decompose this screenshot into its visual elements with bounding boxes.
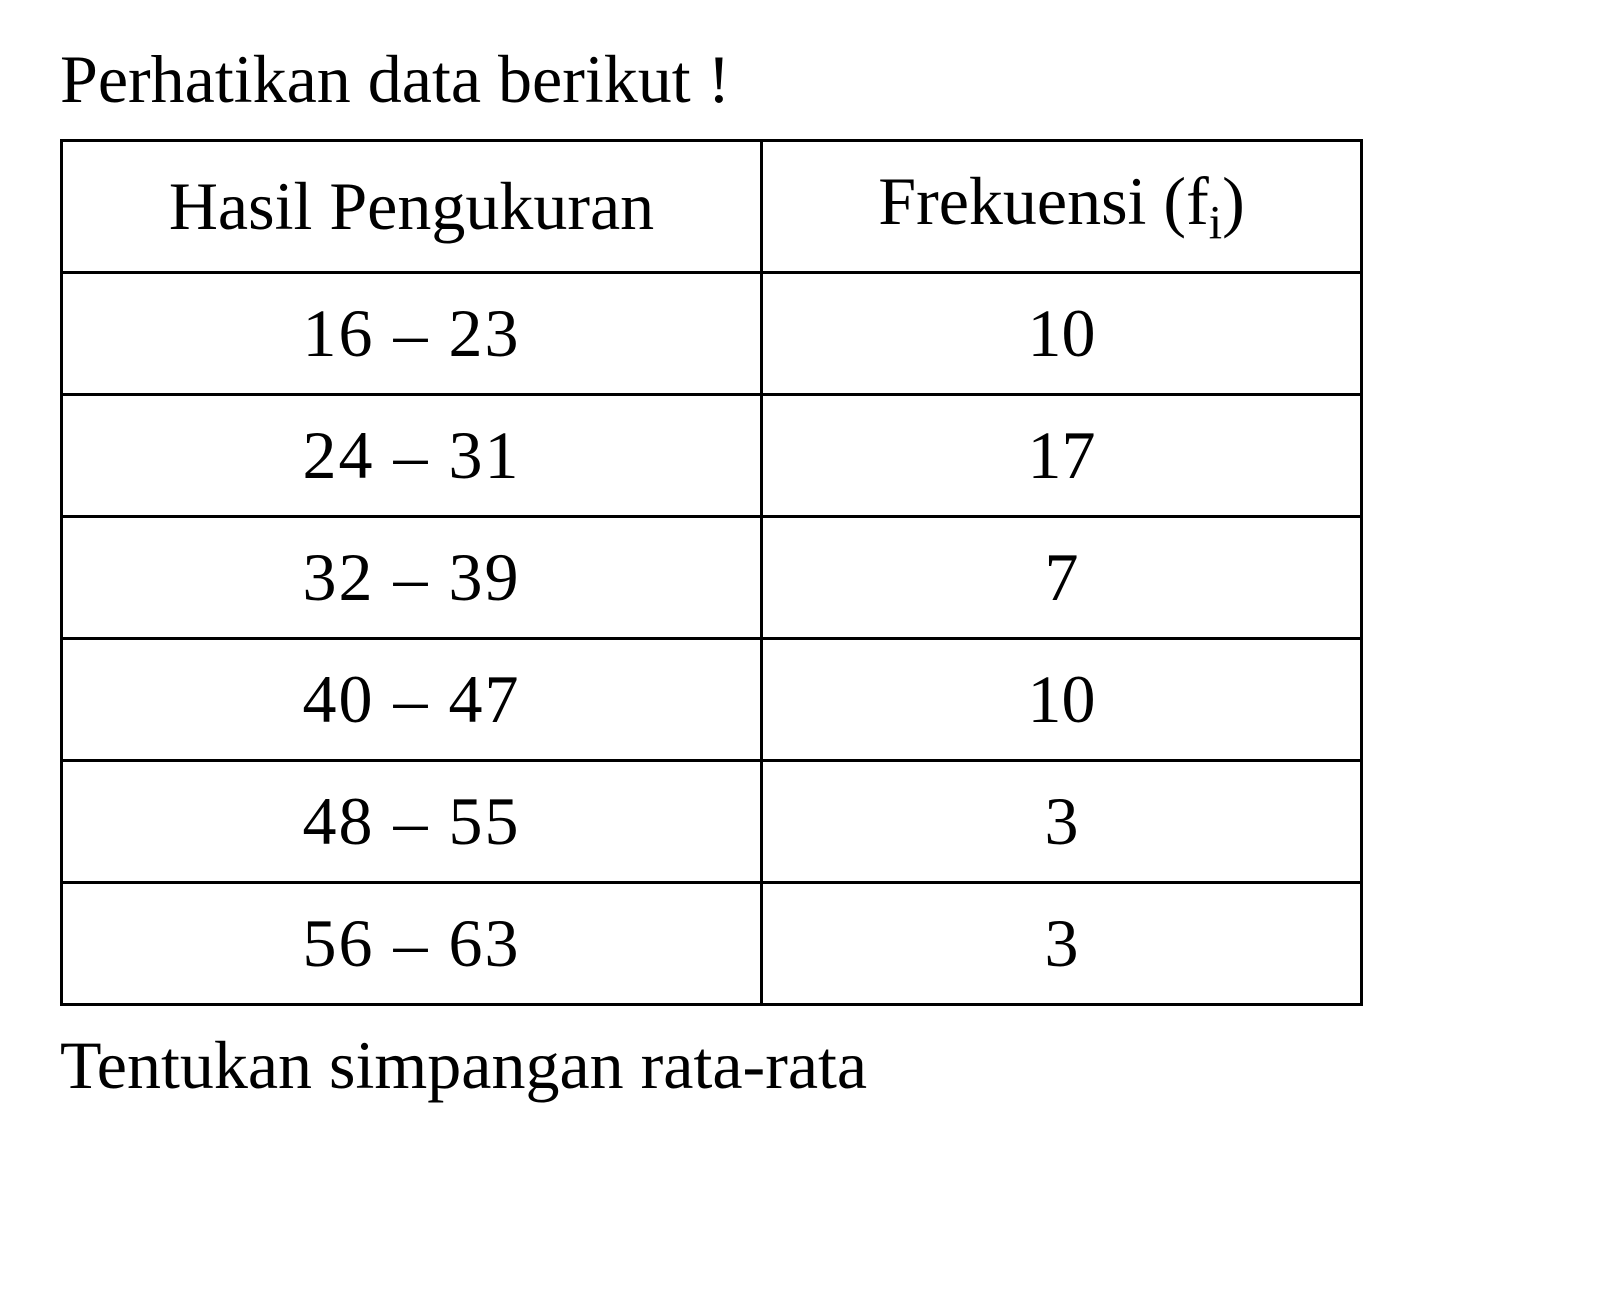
table-header-row: Hasil Pengukuran Frekuensi (fi) [62,141,1362,273]
table-row: 40 – 47 10 [62,638,1362,760]
cell-range: 40 – 47 [62,638,762,760]
instruction-text: Tentukan simpangan rata-rata [60,1026,1549,1105]
cell-freq: 3 [762,760,1362,882]
table-row: 32 – 39 7 [62,516,1362,638]
cell-range: 56 – 63 [62,882,762,1004]
cell-freq: 10 [762,272,1362,394]
header-pengukuran: Hasil Pengukuran [62,141,762,273]
cell-freq: 3 [762,882,1362,1004]
header-freq-subscript: i [1209,197,1222,250]
header-freq-suffix: ) [1222,163,1245,239]
cell-freq: 10 [762,638,1362,760]
table-row: 48 – 55 3 [62,760,1362,882]
page-title: Perhatikan data berikut ! [60,40,1549,119]
cell-freq: 17 [762,394,1362,516]
cell-freq: 7 [762,516,1362,638]
cell-range: 16 – 23 [62,272,762,394]
header-frekuensi: Frekuensi (fi) [762,141,1362,273]
cell-range: 32 – 39 [62,516,762,638]
cell-range: 48 – 55 [62,760,762,882]
table-row: 16 – 23 10 [62,272,1362,394]
table-row: 56 – 63 3 [62,882,1362,1004]
table-row: 24 – 31 17 [62,394,1362,516]
cell-range: 24 – 31 [62,394,762,516]
header-freq-prefix: Frekuensi (f [878,163,1208,239]
data-table: Hasil Pengukuran Frekuensi (fi) 16 – 23 … [60,139,1363,1006]
